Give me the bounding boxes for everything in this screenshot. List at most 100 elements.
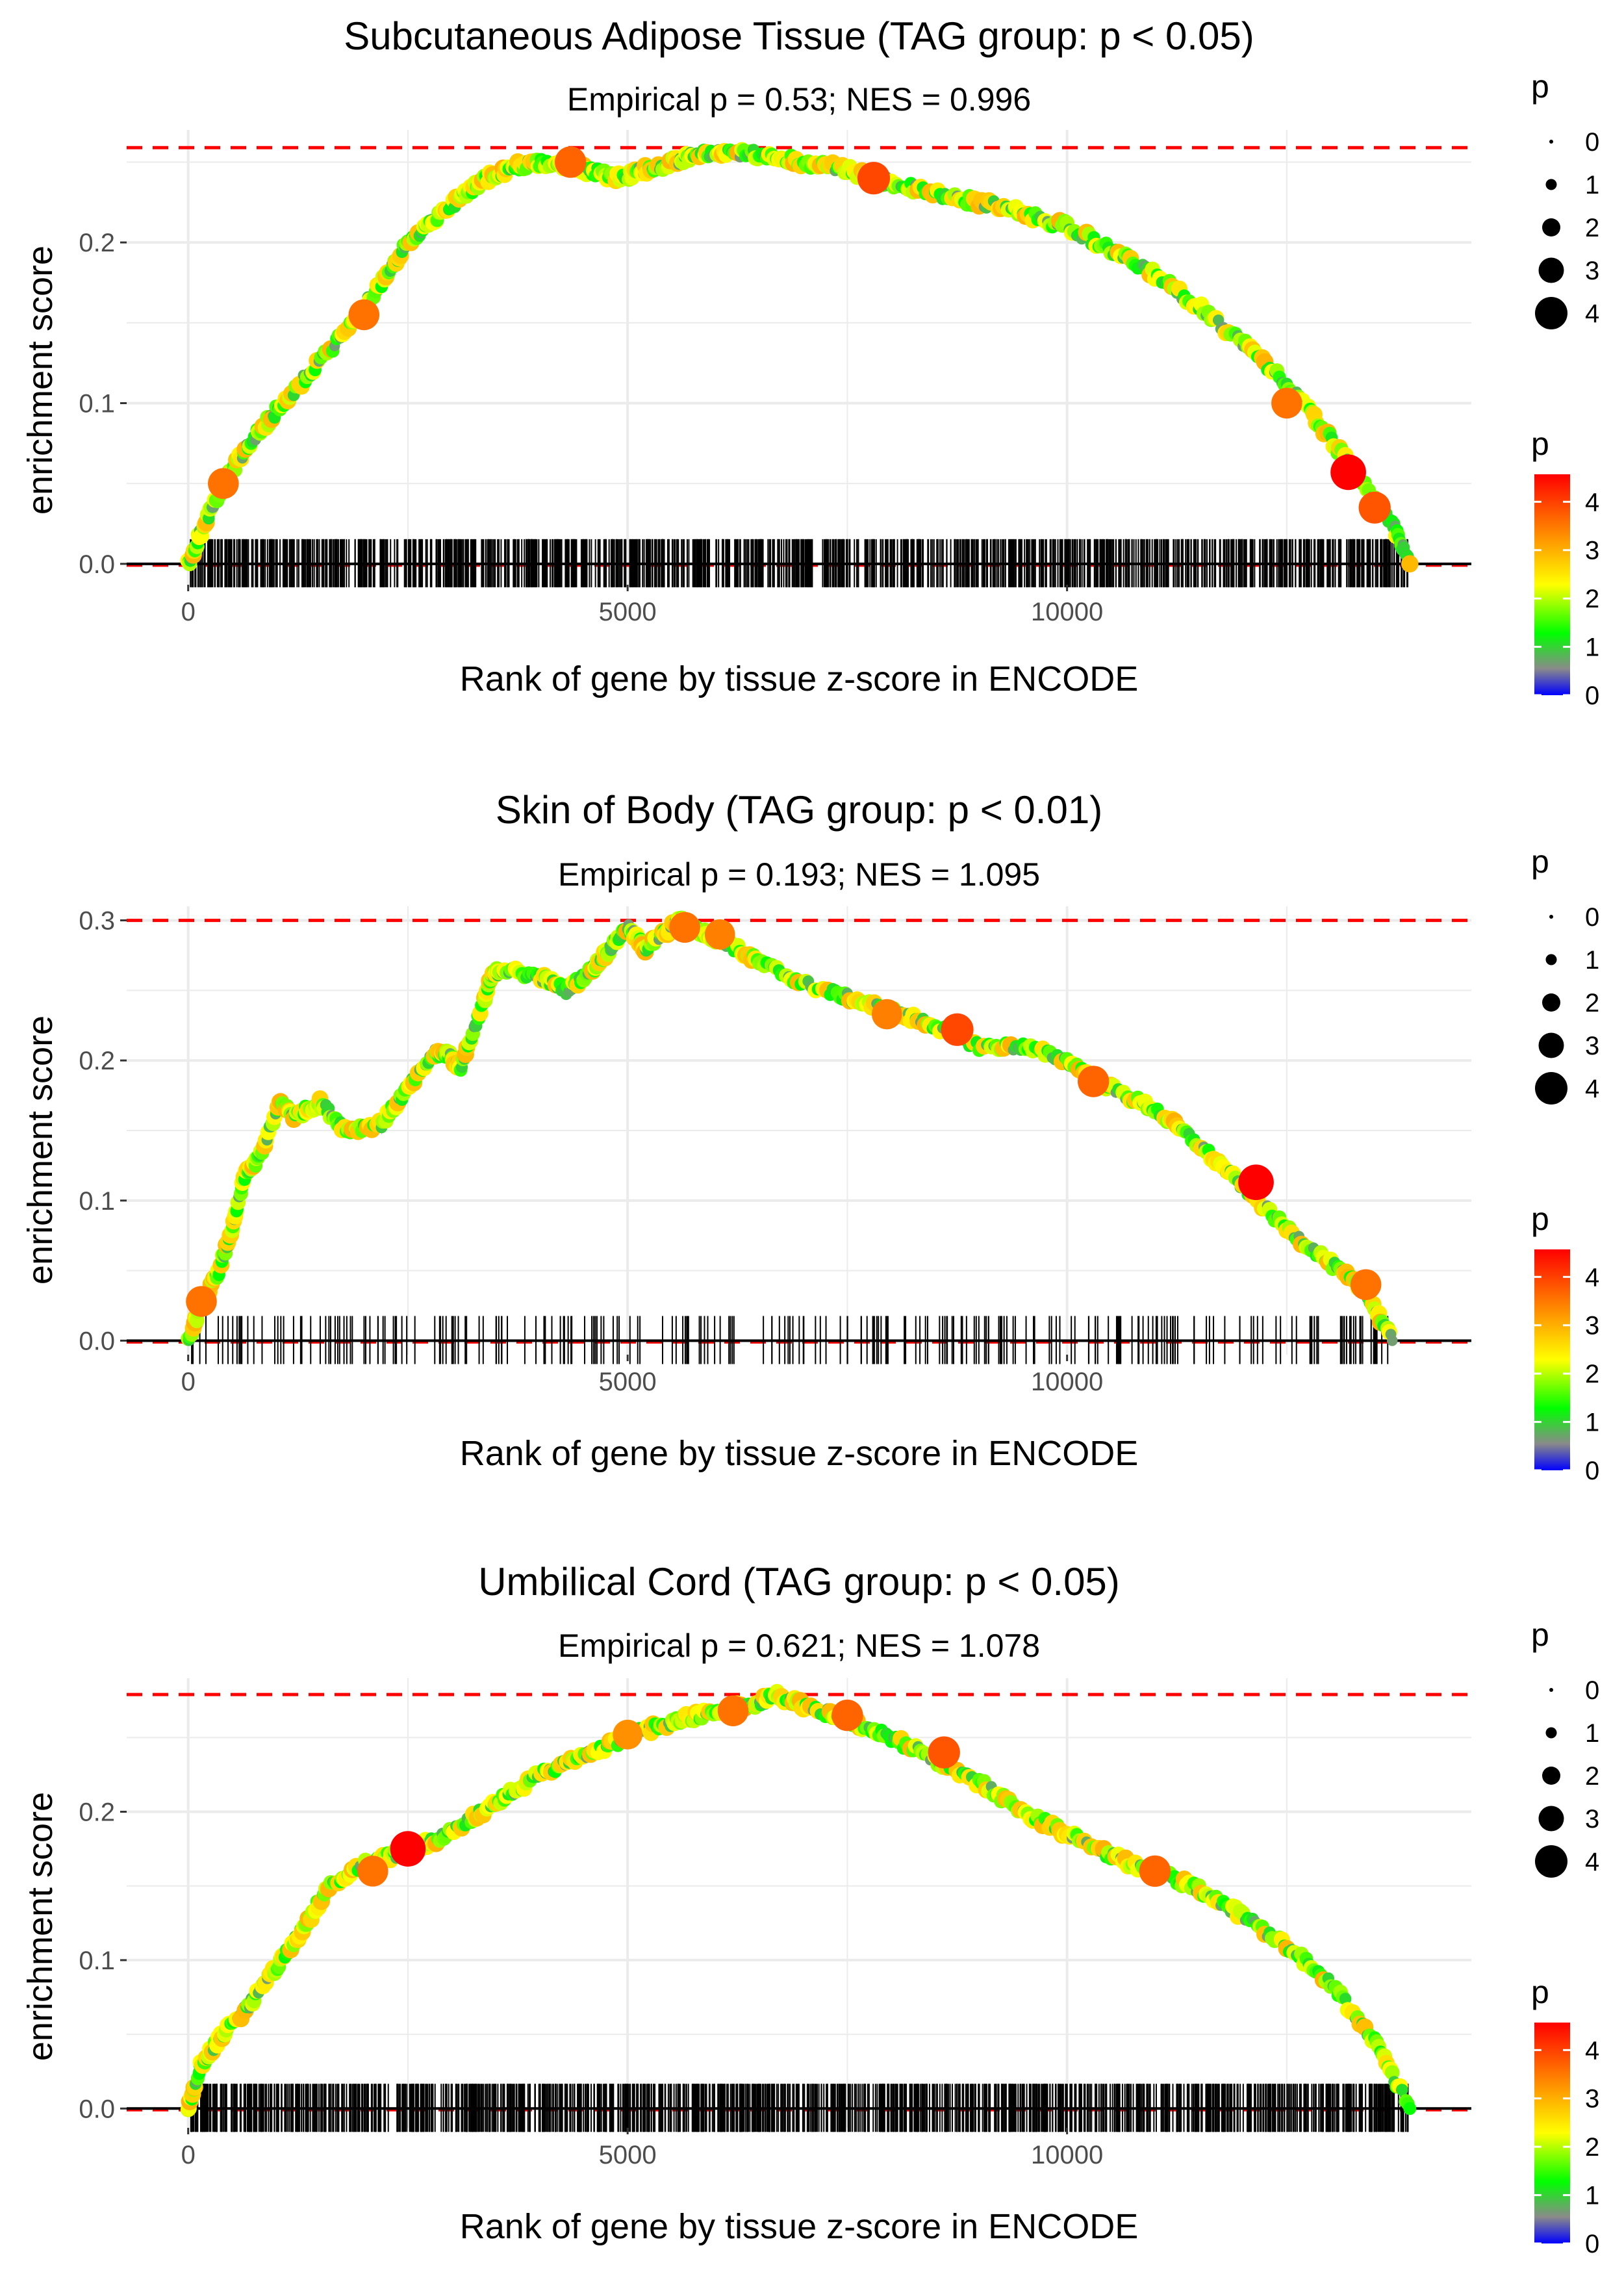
es-highlight-point — [208, 468, 239, 499]
y-tick-label: 0.2 — [79, 229, 115, 257]
panel-1-ticks: 0 5000 10000 0.0 0.1 0.2 0.3 — [79, 907, 1103, 1396]
y-tick-label: 0.0 — [79, 2095, 115, 2123]
panel-1-series — [127, 910, 1471, 1346]
x-tick-label: 10000 — [1031, 1368, 1103, 1396]
size-legend-dot — [1535, 297, 1567, 329]
panel-0: Subcutaneous Adipose Tissue (TAG group: … — [21, 14, 1471, 698]
es-point — [1396, 2084, 1408, 2096]
es-point — [1401, 555, 1419, 573]
size-legend-title: p — [1531, 1616, 1549, 1653]
size-legend-label: 3 — [1585, 257, 1599, 285]
panel-2-rug — [127, 2084, 1471, 2132]
es-highlight-point — [348, 299, 380, 331]
x-tick-label: 5000 — [599, 598, 657, 626]
x-tick-label: 10000 — [1031, 2141, 1103, 2169]
size-legend-dot — [1538, 1806, 1564, 1832]
es-highlight-point — [613, 1719, 643, 1750]
panel-2-series — [127, 1683, 1471, 2117]
panel-2: Umbilical Cord (TAG group: p < 0.05) Emp… — [21, 1560, 1471, 2246]
x-tick-label: 5000 — [599, 1368, 657, 1396]
es-highlight-point — [831, 1699, 863, 1731]
size-legend-label: 0 — [1585, 903, 1599, 932]
panel-2-subtitle: Empirical p = 0.621; NES = 1.078 — [558, 1628, 1040, 1664]
size-legend-dot — [1549, 1688, 1553, 1692]
size-legend-dot — [1545, 954, 1557, 965]
panel-0-subtitle: Empirical p = 0.53; NES = 0.996 — [567, 81, 1031, 118]
size-legend-title: p — [1531, 68, 1549, 105]
panel-2-x-axis-label: Rank of gene by tissue z-score in ENCODE — [460, 2207, 1138, 2246]
x-tick-label: 5000 — [599, 2141, 657, 2169]
es-highlight-point — [555, 146, 587, 178]
color-legend-title: p — [1531, 1201, 1549, 1237]
y-tick-label: 0.1 — [79, 1947, 115, 1975]
color-legend-label: 3 — [1585, 1312, 1599, 1340]
x-tick-label: 0 — [181, 2141, 196, 2169]
panel-1-rug — [127, 1316, 1471, 1364]
es-highlight-point — [941, 1013, 974, 1046]
panel-1-title: Skin of Body (TAG group: p < 0.01) — [496, 788, 1102, 832]
es-highlight-point — [857, 162, 891, 195]
size-legend-dot — [1545, 1727, 1557, 1739]
size-legend-dot — [1535, 1845, 1567, 1878]
color-legend-bar — [1534, 1249, 1570, 1470]
es-point — [1386, 1335, 1398, 1346]
panel-0-rug — [127, 539, 1471, 587]
es-highlight-point — [186, 1286, 217, 1317]
color-legend-label: 4 — [1585, 1263, 1599, 1292]
es-highlight-point — [717, 1695, 749, 1726]
panel-2-title: Umbilical Cord (TAG group: p < 0.05) — [478, 1560, 1120, 1603]
es-highlight-point — [1271, 387, 1302, 419]
size-legend-label: 3 — [1585, 1805, 1599, 1833]
es-highlight-point — [669, 912, 700, 943]
size-legend-dot — [1542, 993, 1560, 1012]
y-tick-label: 0.0 — [79, 550, 115, 579]
size-legend-label: 1 — [1585, 1719, 1599, 1748]
es-highlight-point — [928, 1736, 960, 1769]
color-legend-bar — [1534, 474, 1570, 695]
size-legend-label: 2 — [1585, 1762, 1599, 1791]
y-tick-label: 0.0 — [79, 1327, 115, 1355]
size-legend-dot — [1538, 1032, 1564, 1058]
color-legend-title: p — [1531, 426, 1549, 462]
panel-1-y-axis-label: enrichment score — [21, 1016, 60, 1284]
size-legend-label: 2 — [1585, 214, 1599, 242]
es-highlight-point — [1358, 491, 1391, 524]
panel-1: Skin of Body (TAG group: p < 0.01) Empir… — [21, 788, 1471, 1473]
size-legend-label: 4 — [1585, 1075, 1599, 1103]
y-tick-label: 0.1 — [79, 1187, 115, 1216]
es-highlight-point — [1078, 1066, 1110, 1097]
size-legend-dot — [1538, 257, 1564, 283]
size-legend-dot — [1549, 915, 1553, 919]
size-legend-label: 4 — [1585, 300, 1599, 328]
color-legend-label: 1 — [1585, 633, 1599, 662]
size-legend-label: 4 — [1585, 1848, 1599, 1876]
size-legend-dot — [1549, 140, 1553, 144]
panel-0-y-axis-label: enrichment score — [21, 246, 60, 515]
color-legend-label: 4 — [1585, 488, 1599, 517]
y-tick-label: 0.2 — [79, 1047, 115, 1075]
size-legend-label: 2 — [1585, 989, 1599, 1017]
es-highlight-point — [1139, 1855, 1171, 1887]
es-highlight-point — [1350, 1269, 1382, 1300]
es-point — [1403, 2102, 1417, 2115]
panel-2-ticks: 0 5000 10000 0.0 0.1 0.2 — [79, 1798, 1103, 2169]
es-highlight-point — [357, 1856, 388, 1887]
size-legend-dot — [1542, 1767, 1560, 1785]
es-highlight-point — [1238, 1164, 1274, 1201]
es-highlight-point — [871, 999, 902, 1030]
y-tick-label: 0.3 — [79, 907, 115, 936]
panel-0-ticks: 0 5000 10000 0.0 0.1 0.2 — [79, 229, 1103, 626]
size-legend-label: 1 — [1585, 171, 1599, 199]
size-legend-label: 0 — [1585, 128, 1599, 157]
x-tick-label: 10000 — [1031, 598, 1103, 626]
panel-1-subtitle: Empirical p = 0.193; NES = 1.095 — [558, 856, 1040, 893]
size-legend-label: 1 — [1585, 946, 1599, 975]
es-point — [1384, 2065, 1400, 2080]
color-legend-label: 3 — [1585, 537, 1599, 565]
es-point — [1339, 1993, 1352, 2005]
color-legend-label: 2 — [1585, 585, 1599, 613]
es-highlight-point — [390, 1831, 426, 1867]
